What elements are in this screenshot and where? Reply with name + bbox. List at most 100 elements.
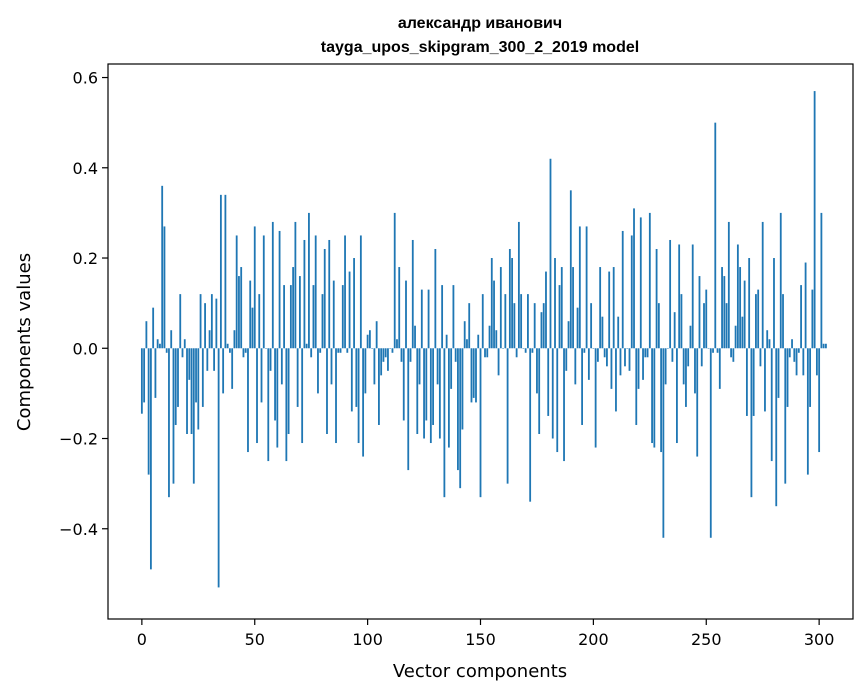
bar-228 <box>655 249 658 349</box>
bar-39 <box>229 348 231 353</box>
bar-51 <box>256 348 258 444</box>
bar-208 <box>610 348 613 389</box>
bar-17 <box>179 294 182 349</box>
bar-37 <box>224 194 227 349</box>
bar-16 <box>177 348 179 407</box>
bar-218 <box>633 208 635 349</box>
chart-title-line1: александр иванович <box>398 15 562 32</box>
bar-27 <box>201 348 204 407</box>
bar-199 <box>590 303 593 349</box>
bar-82 <box>326 348 328 434</box>
bar-58 <box>271 221 274 349</box>
bar-282 <box>777 348 780 398</box>
bar-263 <box>734 325 737 349</box>
bar-75 <box>310 348 313 358</box>
bar-250 <box>705 289 708 349</box>
bar-174 <box>533 303 536 349</box>
bar-139 <box>454 348 457 362</box>
bar-170 <box>524 348 527 353</box>
bar-290 <box>795 348 798 376</box>
bar-191 <box>572 267 574 349</box>
bar-302 <box>822 343 825 349</box>
bar-289 <box>793 348 796 362</box>
bar-189 <box>567 321 570 349</box>
bar-239 <box>680 294 683 349</box>
bar-144 <box>466 339 468 349</box>
bar-65 <box>287 348 290 434</box>
bar-93 <box>350 348 353 412</box>
bar-267 <box>743 280 746 349</box>
bar-232 <box>664 348 667 385</box>
bar-106 <box>380 348 383 376</box>
bar-273 <box>757 289 760 349</box>
bar-204 <box>601 316 604 349</box>
bar-23 <box>192 348 195 484</box>
bar-214 <box>624 348 626 367</box>
bar-22 <box>190 348 193 434</box>
bar-192 <box>574 348 577 385</box>
y-axis-label: Components values <box>14 253 35 431</box>
bar-146 <box>470 348 473 403</box>
bar-33 <box>215 298 218 349</box>
bar-100 <box>366 334 369 349</box>
bar-253 <box>712 348 714 353</box>
bar-91 <box>346 348 349 353</box>
bar-48 <box>249 280 252 349</box>
plot-frame <box>107 63 854 620</box>
bar-246 <box>696 348 699 457</box>
bar-110 <box>389 348 392 349</box>
bar-24 <box>195 348 197 403</box>
bar-231 <box>662 348 665 538</box>
bar-268 <box>745 348 748 416</box>
bar-216 <box>628 348 631 371</box>
bar-237 <box>676 348 678 444</box>
bar-25 <box>197 348 200 430</box>
chart-title-line2: tayga_upos_skipgram_300_2_2019 model <box>321 39 639 56</box>
bar-80 <box>321 294 324 349</box>
bar-138 <box>452 285 455 349</box>
bar-140 <box>457 348 459 471</box>
bar-4 <box>149 348 152 570</box>
bar-223 <box>644 348 647 358</box>
bar-206 <box>606 348 608 367</box>
bar-41 <box>233 330 236 349</box>
bar-67 <box>292 267 295 349</box>
bar-197 <box>585 226 588 349</box>
bar-227 <box>653 348 656 448</box>
bar-281 <box>775 348 778 507</box>
bar-159 <box>499 267 502 349</box>
bar-241 <box>685 348 687 407</box>
bar-221 <box>639 217 642 349</box>
bar-280 <box>773 258 775 349</box>
bar-259 <box>725 303 728 349</box>
bar-115 <box>400 348 403 362</box>
x-axis-label: Vector components <box>393 661 567 682</box>
bar-251 <box>707 348 710 349</box>
bar-52 <box>258 294 261 349</box>
bar-34 <box>217 348 220 588</box>
bar-176 <box>538 348 541 434</box>
bar-47 <box>247 348 249 453</box>
bar-103 <box>373 348 376 385</box>
bar-128 <box>429 348 432 444</box>
bar-15 <box>174 348 177 425</box>
bar-257 <box>721 267 723 349</box>
bar-118 <box>407 348 410 471</box>
x-tick-label: 0 <box>137 630 147 649</box>
bar-141 <box>459 348 462 489</box>
bar-152 <box>484 348 486 358</box>
bar-62 <box>280 348 283 385</box>
bar-113 <box>396 339 398 349</box>
bar-211 <box>617 316 620 349</box>
bar-295 <box>806 348 809 475</box>
bar-271 <box>752 348 755 416</box>
bar-129 <box>432 348 434 425</box>
bar-98 <box>362 348 365 457</box>
bar-90 <box>344 235 346 349</box>
bar-248 <box>700 348 703 367</box>
bar-143 <box>463 321 466 349</box>
bar-123 <box>418 348 421 385</box>
bar-92 <box>348 271 351 349</box>
bar-121 <box>414 325 416 349</box>
